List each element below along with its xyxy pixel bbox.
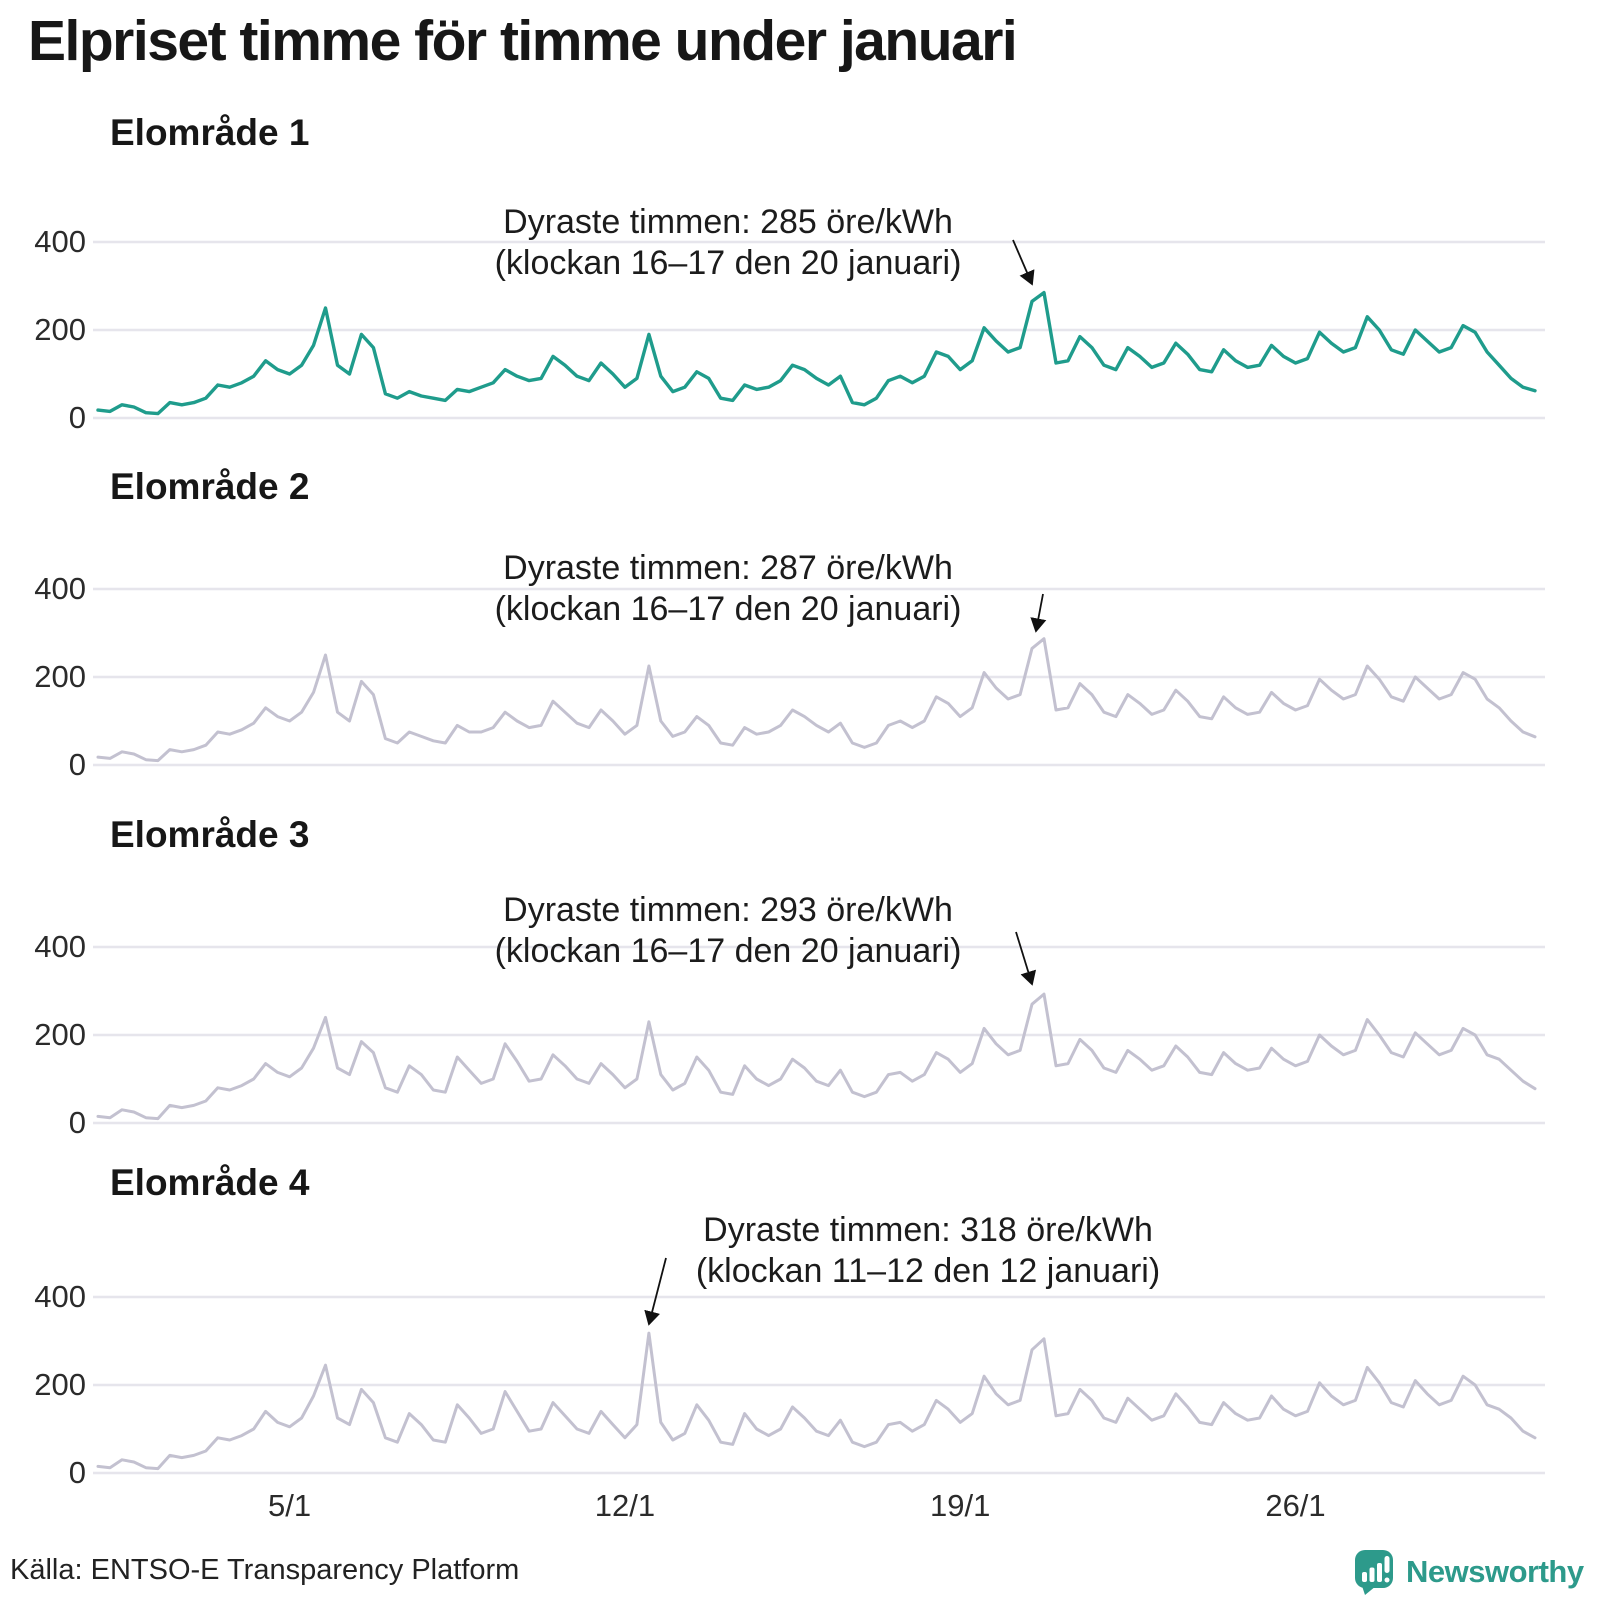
y-tick-label: 400 bbox=[34, 929, 86, 964]
y-tick-label: 200 bbox=[34, 1017, 86, 1052]
annotation-arrow bbox=[644, 1257, 667, 1326]
price-line-elomrade-1 bbox=[96, 290, 1537, 416]
annotation-max-elomrade-1-line1: Dyraste timmen: 285 öre/kWh bbox=[503, 203, 953, 241]
newsworthy-logo: Newsworthy bbox=[1352, 1548, 1584, 1596]
panel-title-elomrade-2: Elområde 2 bbox=[110, 466, 310, 507]
panel-title-elomrade-3: Elområde 3 bbox=[110, 814, 310, 855]
y-tick-label: 400 bbox=[34, 224, 86, 259]
y-tick-label: 400 bbox=[34, 1279, 86, 1314]
annotation-max-elomrade-4-line2: (klockan 11–12 den 12 januari) bbox=[695, 1252, 1161, 1290]
annotation-max-elomrade-2-line2: (klockan 16–17 den 20 januari) bbox=[494, 590, 962, 628]
panel-title-elomrade-1: Elområde 1 bbox=[110, 112, 310, 153]
y-tick-label: 0 bbox=[68, 1105, 86, 1140]
y-tick-label: 200 bbox=[34, 312, 86, 347]
chart-panel-3 bbox=[93, 931, 1545, 1125]
annotation-max-elomrade-3-line2: (klockan 16–17 den 20 januari) bbox=[494, 932, 962, 970]
annotation-max-elomrade-2-line1: Dyraste timmen: 287 öre/kWh bbox=[503, 549, 953, 587]
source-credit: Källa: ENTSO-E Transparency Platform bbox=[10, 1554, 520, 1586]
annotation-arrow bbox=[1012, 239, 1035, 286]
x-tick-label: 12/1 bbox=[594, 1488, 656, 1523]
chart-panel-1 bbox=[93, 239, 1545, 420]
price-line-elomrade-3 bbox=[96, 992, 1537, 1121]
annotation-arrow bbox=[1030, 593, 1047, 633]
annotation-max-elomrade-3-line1: Dyraste timmen: 293 öre/kWh bbox=[503, 891, 953, 929]
x-tick-label: 19/1 bbox=[930, 1488, 991, 1523]
chart-panel-4 bbox=[93, 1257, 1545, 1475]
y-tick-label: 200 bbox=[34, 659, 86, 694]
annotation-max-elomrade-1-line2: (klockan 16–17 den 20 januari) bbox=[494, 244, 962, 282]
annotation-arrow bbox=[1015, 931, 1037, 986]
chart-panel-2 bbox=[93, 587, 1545, 767]
price-line-elomrade-4 bbox=[96, 1331, 1537, 1471]
y-tick-label: 0 bbox=[68, 1455, 86, 1490]
x-tick-label: 5/1 bbox=[268, 1488, 312, 1523]
newsworthy-wordmark: Newsworthy bbox=[1406, 1554, 1584, 1589]
panel-title-elomrade-4: Elområde 4 bbox=[110, 1162, 310, 1203]
y-tick-label: 0 bbox=[68, 400, 86, 435]
x-tick-label: 26/1 bbox=[1265, 1488, 1326, 1523]
price-line-elomrade-2 bbox=[96, 637, 1537, 763]
annotation-max-elomrade-4-line1: Dyraste timmen: 318 öre/kWh bbox=[703, 1211, 1153, 1249]
page-title: Elpriset timme för timme under januari bbox=[28, 9, 1018, 73]
y-tick-label: 400 bbox=[34, 571, 86, 606]
y-tick-label: 0 bbox=[68, 747, 86, 782]
y-tick-label: 200 bbox=[34, 1367, 86, 1402]
newsworthy-icon bbox=[1355, 1550, 1393, 1595]
